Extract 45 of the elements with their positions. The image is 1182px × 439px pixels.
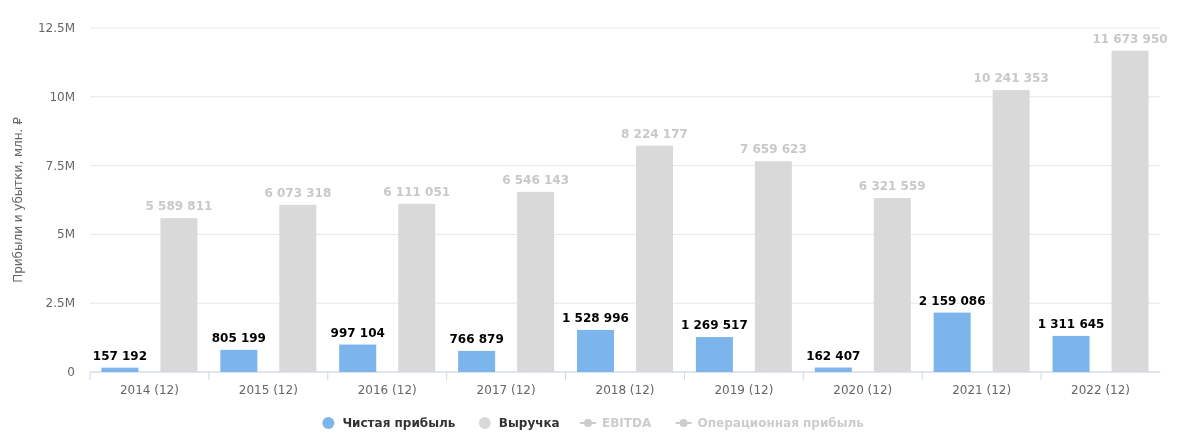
y-tick-label: 12.5M — [37, 21, 75, 35]
bar — [992, 90, 1030, 372]
bar — [279, 204, 317, 372]
bar — [695, 337, 733, 372]
x-tick-label: 2021 (12) — [952, 383, 1012, 397]
bar — [873, 198, 911, 372]
data-label: 1 528 996 — [562, 310, 629, 325]
data-label: 1 269 517 — [680, 318, 748, 333]
bar — [160, 218, 198, 372]
bar — [220, 349, 258, 372]
bar — [814, 367, 852, 372]
y-tick-label: 10M — [49, 89, 75, 104]
y-axis-title: Прибыли и убытки, млн. ₽ — [11, 116, 25, 283]
bar — [577, 329, 614, 372]
bar — [754, 161, 792, 372]
legend-label: Выручка — [498, 416, 560, 430]
legend-label: Чистая прибыль — [342, 416, 456, 430]
x-tick-label: 2018 (12) — [595, 383, 655, 397]
y-tick-label: 0 — [67, 365, 75, 379]
x-tick-label: 2015 (12) — [238, 383, 298, 397]
bar — [1052, 335, 1090, 372]
data-label: 2 159 086 — [918, 293, 986, 308]
x-tick-label: 2020 (12) — [833, 383, 893, 397]
bar — [398, 203, 436, 372]
bar — [933, 312, 971, 372]
bar — [636, 145, 673, 372]
data-label: 766 879 — [449, 331, 504, 346]
data-label: 805 199 — [211, 330, 266, 345]
y-tick-label: 2.5M — [45, 296, 75, 311]
bar — [339, 344, 377, 372]
bar — [1111, 50, 1149, 372]
bar — [101, 367, 139, 372]
data-label: 997 104 — [330, 325, 385, 340]
data-label: 157 192 — [92, 348, 148, 363]
data-label: 162 407 — [806, 348, 861, 363]
data-label: 1 311 645 — [1037, 316, 1105, 331]
x-tick-label: 2019 (12) — [714, 383, 774, 397]
x-tick-label: 2016 (12) — [357, 383, 417, 397]
x-tick-label: 2017 (12) — [476, 383, 536, 397]
bar — [458, 350, 496, 372]
x-tick-label: 2014 (12) — [119, 383, 179, 397]
y-tick-label: 7.5M — [45, 158, 75, 173]
bar — [517, 191, 555, 372]
y-tick-label: 5M — [57, 227, 75, 242]
x-tick-label: 2022 (12) — [1071, 383, 1131, 397]
